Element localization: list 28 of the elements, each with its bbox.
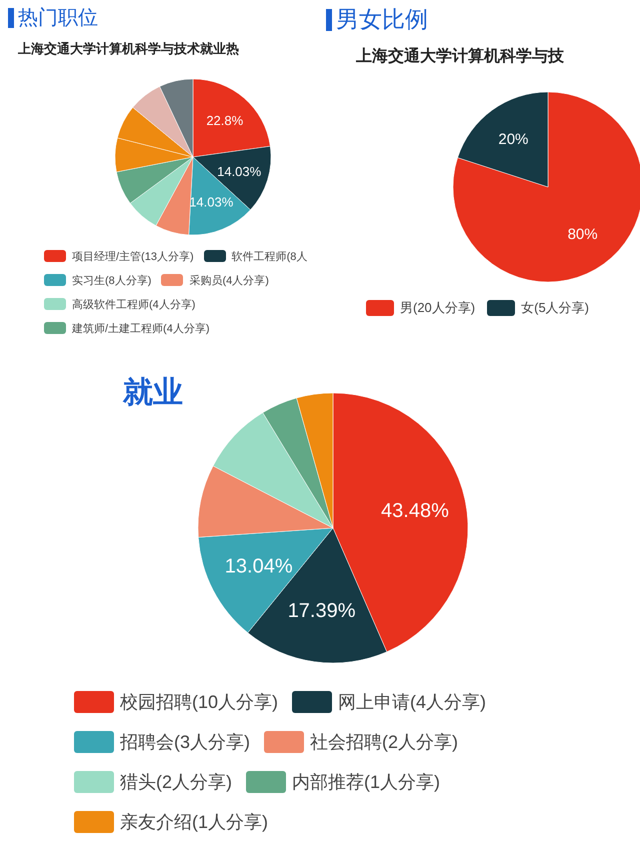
data-label: 14.03% xyxy=(189,194,234,210)
data-label: 13.04% xyxy=(224,556,293,578)
legend-label: 女(5人分享) xyxy=(521,299,590,317)
legend-label: 内部推荐(1人分享) xyxy=(292,771,440,794)
data-label: 80% xyxy=(568,226,598,244)
legend-label: 校园招聘(10人分享) xyxy=(120,691,278,714)
legend-label: 采购员(4人分享) xyxy=(189,274,269,288)
data-label: 17.39% xyxy=(288,600,356,622)
chart-title: 就业 xyxy=(123,375,183,411)
legend-label: 高级软件工程师(4人分享) xyxy=(72,298,196,312)
data-label: 14.03% xyxy=(217,164,262,179)
chart-subtitle: 上海交通大学计算机科学与技 xyxy=(356,46,564,67)
legend-label: 男(20人分享) xyxy=(400,299,476,317)
legend-label: 建筑师/土建工程师(4人分享) xyxy=(72,322,210,336)
data-label: 20% xyxy=(498,130,528,148)
legend-label: 猎头(2人分享) xyxy=(120,771,232,794)
data-label: 43.48% xyxy=(381,500,450,522)
data-label: 22.8% xyxy=(206,113,244,128)
legend-label: 招聘会(3人分享) xyxy=(120,731,250,754)
legend-label: 网上申请(4人分享) xyxy=(338,691,486,714)
chart-title: 热门职位 xyxy=(18,6,98,31)
chart-title: 男女比例 xyxy=(336,5,428,34)
legend-label: 亲友介绍(1人分享) xyxy=(120,811,268,834)
legend-label: 项目经理/主管(13人分享) xyxy=(72,250,194,264)
legend-label: 社会招聘(2人分享) xyxy=(310,731,458,754)
chart-subtitle: 上海交通大学计算机科学与技术就业热 xyxy=(18,40,239,58)
legend-label: 实习生(8人分享) xyxy=(72,274,152,288)
legend-label: 软件工程师(8人 xyxy=(232,250,308,264)
